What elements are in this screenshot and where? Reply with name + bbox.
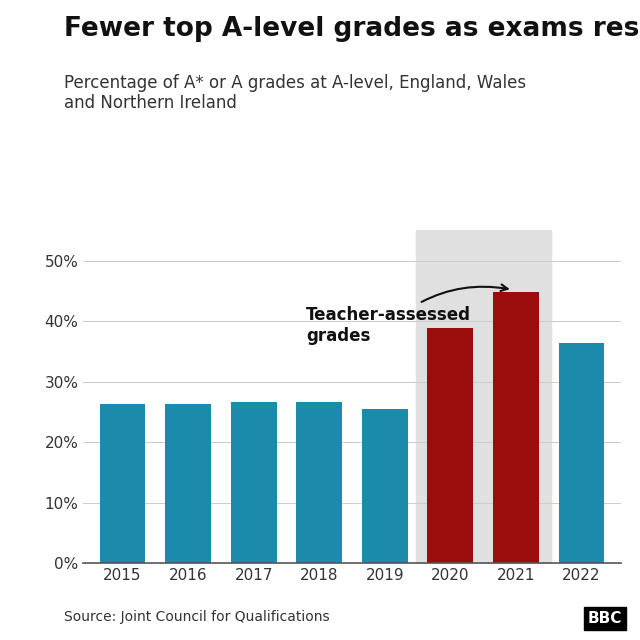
- Bar: [165, 404, 211, 563]
- Text: BBC: BBC: [588, 611, 622, 626]
- Bar: [428, 328, 474, 563]
- Text: Teacher-assessed
grades: Teacher-assessed grades: [306, 284, 508, 345]
- Bar: [493, 292, 539, 563]
- Bar: [362, 409, 408, 563]
- Bar: [559, 343, 604, 563]
- Bar: [100, 404, 145, 563]
- Text: Percentage of A* or A grades at A-level, England, Wales
and Northern Ireland: Percentage of A* or A grades at A-level,…: [64, 74, 526, 113]
- Text: Source: Joint Council for Qualifications: Source: Joint Council for Qualifications: [64, 610, 330, 624]
- Bar: [296, 402, 342, 563]
- Text: Fewer top A-level grades as exams resume: Fewer top A-level grades as exams resume: [64, 16, 640, 42]
- Bar: [230, 403, 276, 563]
